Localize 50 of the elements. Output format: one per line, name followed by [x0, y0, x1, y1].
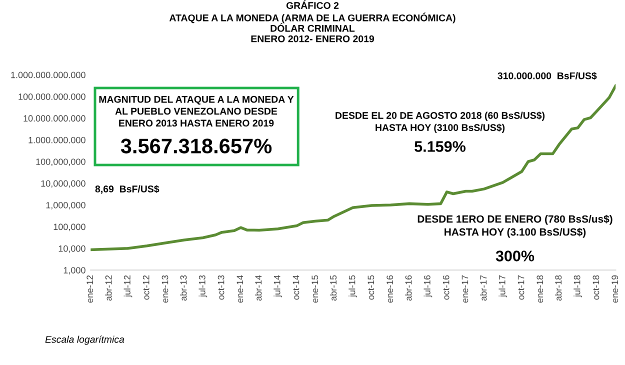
x-tick-label: abr-12: [105, 275, 112, 301]
annotation: MAGNITUD DEL ATAQUE A LA MONEDA Y AL PUEBLO VENEZOLANO DESDE ENERO 2013 HASTA ENERO 2019: [99, 96, 294, 127]
y-tick-label: 100,000: [54, 224, 86, 232]
y-tick-label: 100,000,000: [36, 158, 86, 166]
y-tick-label: 1.000.000.000: [28, 136, 86, 144]
x-tick-label: ene-18: [536, 275, 544, 303]
annotation: 310.000.000 BsF/US$: [498, 72, 597, 80]
x-tick-label: jul-12: [124, 275, 132, 298]
x-tick-label: abr-18: [554, 275, 562, 301]
x-tick-label: ene-12: [86, 275, 94, 303]
x-tick-label: ene-15: [312, 275, 318, 303]
x-tick-label: ene-13: [162, 275, 168, 303]
x-tick-label: abr-13: [180, 275, 187, 301]
x-tick-label: oct-17: [518, 275, 524, 300]
x-tick-label: oct-18: [592, 275, 600, 300]
annotation: DESDE 1ERO DE ENERO (780 BsS/us$) HASTA HOY (3.100 BsS/US$): [418, 214, 612, 238]
y-tick-label: 10.000.000.000: [24, 115, 86, 122]
x-tick-label: oct-12: [142, 275, 150, 300]
x-tick-label: jul-17: [498, 275, 508, 298]
x-tick-label: ene-16: [386, 275, 394, 303]
annotation: 5.159%: [414, 141, 466, 152]
x-tick-label: abr-16: [405, 275, 412, 301]
x-tick-label: ene-17: [462, 275, 468, 303]
line-series: [90, 84, 616, 252]
x-tick-label: oct-13: [218, 275, 224, 300]
annotation: 3.567.318.657%: [120, 138, 272, 154]
chart-title: GRÁFICO 2 ATAQUE A LA MONEDA (ARMA DE LA GUERRA ECONÓMICA) DÓLAR CRIMINAL ENERO 2012- ENERO 2019: [169, 0, 456, 42]
x-tick-label: oct-14: [292, 275, 300, 300]
x-tick-label: abr-14: [254, 275, 262, 301]
y-tick-label: 1,000,000: [46, 202, 86, 210]
x-tick-label: jul-16: [424, 275, 432, 298]
y-tick-label: 10,000: [58, 245, 86, 253]
annotation: 300%: [496, 250, 534, 262]
x-tick-label: ene-19: [612, 275, 618, 303]
x-tick-label: oct-16: [442, 275, 450, 300]
y-tick-label: 100.000.000.000: [18, 93, 86, 100]
x-tick-label: ene-14: [236, 275, 244, 303]
x-tick-label: abr-17: [480, 275, 487, 301]
x-tick-label: jul-13: [198, 275, 208, 298]
x-tick-label: oct-15: [368, 275, 374, 300]
text: Escala logarítmica: [45, 336, 124, 345]
y-tick-label: 10,000,000: [41, 180, 86, 188]
x-tick-label: jul-14: [274, 275, 282, 298]
x-tick-label: jul-15: [348, 275, 358, 298]
annotation: DESDE EL 20 DE AGOSTO 2018 (60 BsS/US$) HASTA HOY (3100 BsS/US$): [336, 112, 545, 133]
x-tick-label: abr-15: [330, 275, 337, 301]
y-tick-label: 1,000: [64, 267, 86, 275]
x-tick-label: jul-18: [574, 275, 582, 298]
annotation: 8,69 BsF/US$: [95, 185, 160, 194]
y-tick-label: 1.000.000.000.000: [11, 72, 86, 78]
